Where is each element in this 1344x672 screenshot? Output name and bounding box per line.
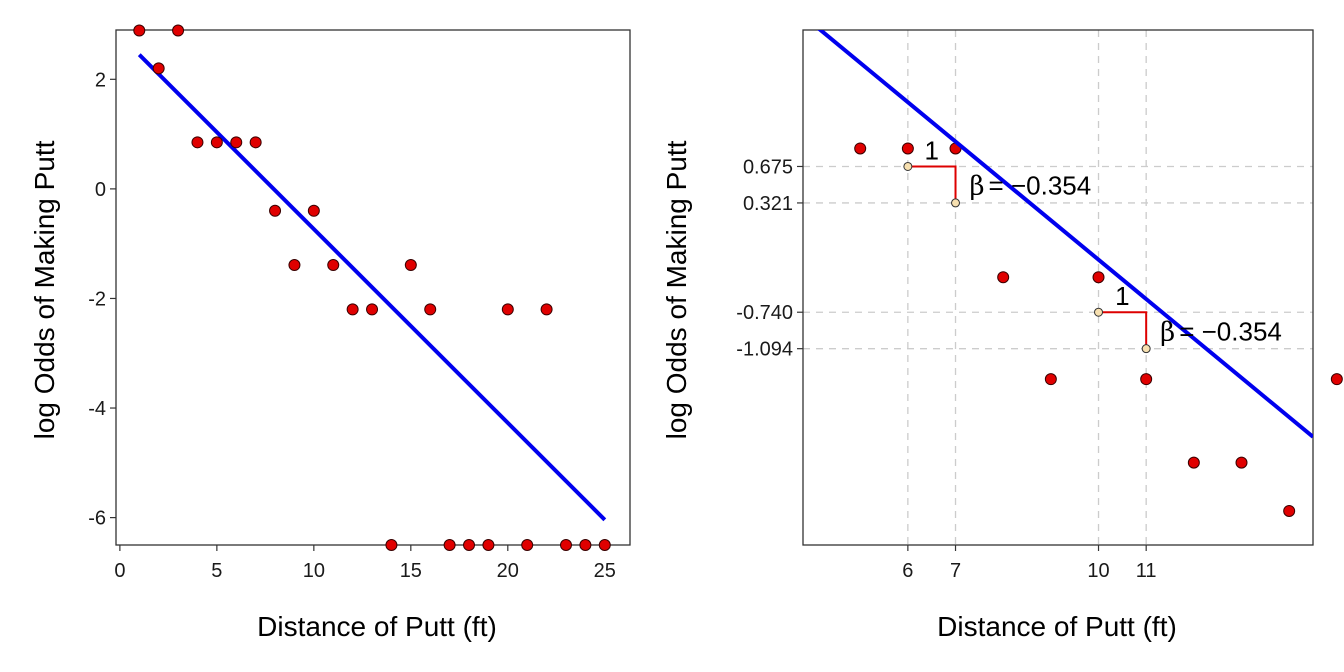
right-data-point bbox=[1330, 373, 1343, 386]
left-data-point bbox=[463, 539, 476, 551]
slope-end-marker bbox=[1141, 344, 1151, 354]
right-data-point bbox=[901, 142, 914, 155]
left-data-point bbox=[307, 204, 320, 217]
left-x-axis-title: Distance of Putt (ft) bbox=[257, 611, 497, 642]
left-data-point bbox=[579, 539, 592, 551]
left-y-axis-title: log Odds of Making Putt bbox=[29, 140, 60, 439]
left-data-point bbox=[385, 539, 398, 551]
left-data-point bbox=[346, 303, 359, 316]
right-data-point bbox=[1235, 456, 1248, 469]
left-y-tick-label: 0 bbox=[95, 179, 106, 201]
right-x-tick-label: 11 bbox=[1136, 560, 1157, 582]
right-data-point bbox=[1140, 373, 1153, 386]
right-y-tick-label: -0.740 bbox=[736, 302, 793, 324]
left-data-point bbox=[269, 204, 282, 217]
left-y-tick-label: -4 bbox=[88, 398, 106, 420]
left-data-point bbox=[424, 303, 437, 316]
slope-triangle bbox=[1098, 311, 1148, 349]
left-x-tick-label: 20 bbox=[497, 560, 519, 582]
slope-beta-label: β = −0.354 bbox=[1160, 316, 1282, 347]
right-y-tick-label: -1.094 bbox=[736, 339, 793, 361]
slope-end-marker bbox=[951, 198, 961, 208]
slope-beta-label: β = −0.354 bbox=[970, 171, 1092, 202]
right-ticks: 6 7 10 11 0.675 0.321 -0.740 -1.094 bbox=[736, 156, 1156, 582]
left-data-point bbox=[443, 539, 456, 551]
beta-value: = −0.354 bbox=[1179, 316, 1282, 346]
left-y-tick-label: -2 bbox=[88, 288, 106, 310]
slope-start-marker bbox=[903, 161, 913, 171]
left-data-point bbox=[152, 62, 165, 75]
right-x-axis-title: Distance of Putt (ft) bbox=[937, 611, 1177, 642]
left-x-tick-label: 0 bbox=[114, 560, 125, 582]
right-data-point bbox=[1044, 373, 1057, 386]
left-data-point bbox=[230, 136, 243, 149]
left-x-tick-label: 25 bbox=[594, 560, 616, 582]
left-data-point bbox=[133, 24, 146, 37]
left-fit-line bbox=[137, 53, 607, 522]
left-data-point bbox=[327, 259, 340, 272]
left-data-point bbox=[482, 539, 495, 551]
beta-symbol: β bbox=[1160, 317, 1175, 347]
slope-start-marker bbox=[1094, 307, 1104, 317]
left-data-points bbox=[133, 24, 611, 551]
left-data-point bbox=[404, 259, 417, 272]
left-y-tick-label: 2 bbox=[95, 69, 106, 91]
beta-symbol: β bbox=[970, 172, 985, 202]
left-y-tick-label: -6 bbox=[88, 508, 106, 530]
right-fit-line bbox=[817, 30, 1313, 439]
right-plot-frame bbox=[802, 29, 1314, 546]
right-x-tick-label: 7 bbox=[950, 560, 961, 582]
left-x-tick-label: 15 bbox=[400, 560, 422, 582]
left-x-tick-label: 5 bbox=[211, 560, 222, 582]
left-data-point bbox=[598, 539, 611, 551]
left-data-point bbox=[210, 136, 223, 149]
right-data-point bbox=[997, 271, 1010, 284]
left-data-point bbox=[366, 303, 379, 316]
left-plot-frame bbox=[115, 29, 631, 546]
right-data-point bbox=[1092, 271, 1105, 284]
slope-run-label: 1 bbox=[924, 135, 938, 165]
right-y-tick-label: 0.675 bbox=[743, 156, 793, 178]
left-data-point bbox=[191, 136, 204, 149]
right-y-tick-label: 0.321 bbox=[743, 193, 793, 215]
left-x-tick-label: 10 bbox=[303, 560, 325, 582]
left-fit-line-group bbox=[137, 53, 607, 522]
right-data-points bbox=[854, 142, 1343, 518]
left-data-point bbox=[521, 539, 534, 551]
right-x-tick-label: 10 bbox=[1087, 560, 1109, 582]
slope-triangle bbox=[907, 165, 957, 203]
right-fit-line-group bbox=[817, 30, 1313, 439]
left-data-point bbox=[501, 303, 514, 316]
slope-run-label: 1 bbox=[1115, 281, 1129, 311]
right-data-point bbox=[1187, 456, 1200, 469]
beta-value: = −0.354 bbox=[989, 171, 1092, 201]
left-data-point bbox=[172, 24, 185, 37]
right-grid bbox=[803, 30, 1313, 545]
left-data-point bbox=[559, 539, 572, 551]
right-data-point bbox=[1283, 505, 1296, 518]
left-data-point bbox=[249, 136, 262, 149]
left-data-point bbox=[540, 303, 553, 316]
left-data-point bbox=[288, 259, 301, 272]
right-data-point bbox=[854, 142, 867, 155]
right-x-tick-label: 6 bbox=[902, 560, 913, 582]
right-y-axis-title: log Odds of Making Putt bbox=[661, 140, 692, 439]
